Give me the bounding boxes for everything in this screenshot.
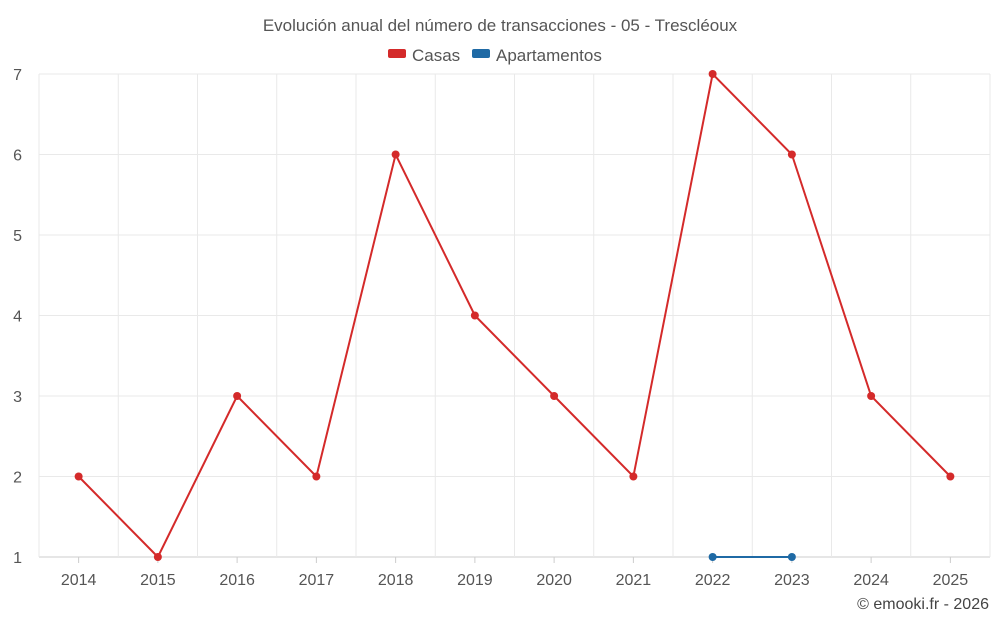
legend-item-apartamentos[interactable]: Apartamentos bbox=[472, 46, 602, 65]
data-point-casas[interactable] bbox=[787, 150, 796, 159]
x-tick-label: 2018 bbox=[378, 572, 414, 589]
data-point-casas[interactable] bbox=[470, 311, 479, 320]
x-tick-label: 2021 bbox=[616, 572, 652, 589]
y-tick-label: 5 bbox=[13, 228, 22, 245]
series-line-casas bbox=[77, 71, 952, 559]
y-axis: 1 2 3 4 5 6 7 bbox=[13, 67, 22, 567]
x-tick-label: 2020 bbox=[536, 572, 572, 589]
data-point-casas[interactable] bbox=[550, 392, 559, 400]
legend-label-apartamentos: Apartamentos bbox=[496, 46, 602, 65]
legend: Casas Apartamentos bbox=[388, 46, 602, 65]
y-tick-label: 3 bbox=[13, 389, 22, 406]
data-point-casas[interactable] bbox=[233, 392, 242, 400]
x-tick-label: 2023 bbox=[774, 572, 810, 589]
x-tick-label: 2019 bbox=[457, 572, 493, 589]
y-tick-label: 2 bbox=[13, 470, 22, 487]
x-tick-label: 2017 bbox=[299, 572, 335, 589]
data-point-casas[interactable] bbox=[391, 150, 400, 159]
legend-item-casas[interactable]: Casas bbox=[388, 46, 460, 65]
grid bbox=[38, 73, 991, 558]
data-point-casas[interactable] bbox=[867, 392, 876, 400]
data-point-casas[interactable] bbox=[74, 472, 83, 481]
x-tick-label: 2024 bbox=[853, 572, 889, 589]
y-tick-label: 7 bbox=[13, 67, 22, 84]
x-tick-label: 2014 bbox=[61, 572, 97, 589]
data-point-apartamentos[interactable] bbox=[708, 553, 717, 561]
y-tick-label: 6 bbox=[13, 148, 22, 165]
legend-swatch-apartamentos bbox=[472, 49, 490, 58]
x-tick-label: 2015 bbox=[140, 572, 176, 589]
y-tick-label: 1 bbox=[13, 550, 22, 567]
data-point-apartamentos[interactable] bbox=[787, 553, 796, 561]
x-axis: 2014 2015 2016 2017 2018 2019 2020 2021 2022 2023… bbox=[61, 557, 968, 589]
data-point-casas[interactable] bbox=[312, 472, 321, 481]
credit-text: © emooki.fr - 2026 bbox=[857, 596, 989, 613]
data-point-casas[interactable] bbox=[153, 553, 162, 561]
series bbox=[74, 70, 955, 561]
x-tick-label: 2022 bbox=[695, 572, 731, 589]
x-tick-label: 2025 bbox=[933, 572, 969, 589]
legend-swatch-casas bbox=[388, 49, 406, 58]
data-point-casas[interactable] bbox=[629, 472, 638, 481]
y-tick-label: 4 bbox=[13, 309, 22, 326]
x-tick-label: 2016 bbox=[219, 572, 255, 589]
chart-title: Evolución anual del número de transaccio… bbox=[263, 16, 738, 35]
data-point-casas[interactable] bbox=[946, 472, 955, 481]
data-point-casas[interactable] bbox=[708, 70, 717, 78]
legend-label-casas: Casas bbox=[412, 46, 460, 65]
